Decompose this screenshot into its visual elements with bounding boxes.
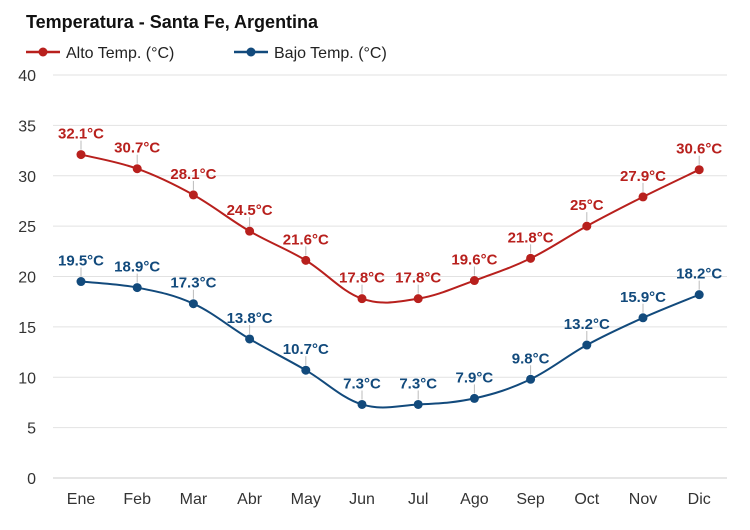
data-label: 17.3°C — [170, 275, 216, 292]
data-point[interactable] — [638, 192, 648, 202]
data-label: 21.8°C — [508, 229, 554, 246]
data-point[interactable] — [526, 374, 536, 384]
data-label: 30.7°C — [114, 140, 160, 157]
legend-label-bajo: Bajo Temp. (°C) — [274, 45, 387, 62]
data-label: 17.8°C — [395, 270, 441, 287]
x-tick-label: Ago — [460, 491, 489, 508]
data-point[interactable] — [301, 365, 311, 375]
y-tick-label: 35 — [18, 118, 36, 135]
data-label: 24.5°C — [227, 202, 273, 219]
data-label: 7.9°C — [456, 369, 494, 386]
y-tick-label: 5 — [27, 421, 36, 438]
x-tick-label: May — [291, 491, 321, 508]
data-label: 9.8°C — [512, 350, 550, 367]
data-label: 7.3°C — [399, 375, 437, 392]
data-point[interactable] — [469, 276, 479, 286]
data-label: 17.8°C — [339, 270, 385, 287]
data-point[interactable] — [638, 313, 648, 323]
y-tick-label: 15 — [18, 320, 36, 337]
x-tick-label: Jul — [408, 491, 428, 508]
data-point[interactable] — [526, 253, 536, 263]
data-label: 13.8°C — [227, 310, 273, 327]
x-tick-label: Mar — [180, 491, 208, 508]
y-tick-label: 0 — [27, 471, 36, 488]
y-tick-label: 10 — [18, 370, 36, 387]
x-tick-label: Abr — [237, 491, 263, 508]
data-point[interactable] — [469, 393, 479, 403]
data-point[interactable] — [694, 165, 704, 175]
x-tick-label: Dic — [688, 491, 711, 508]
data-point[interactable] — [188, 299, 198, 309]
data-point[interactable] — [357, 294, 367, 304]
x-tick-label: Feb — [123, 491, 151, 508]
x-tick-label: Jun — [349, 491, 375, 508]
data-label: 30.6°C — [676, 141, 722, 158]
x-tick-label: Oct — [574, 491, 599, 508]
x-tick-label: Nov — [629, 491, 657, 508]
data-point[interactable] — [582, 221, 592, 231]
series-layer: 32.1°C 30.7°C 28.1°C 24.5°C 21.6°C 17.8°C 17.8… — [58, 126, 722, 409]
y-axis-ticks: 0 5 10 15 20 25 30 35 40 — [18, 68, 36, 488]
series-alto: 32.1°C 30.7°C 28.1°C 24.5°C 21.6°C 17.8°C 17.8… — [58, 126, 722, 304]
data-label: 28.1°C — [170, 166, 216, 183]
data-point[interactable] — [582, 340, 592, 350]
data-label: 13.2°C — [564, 316, 610, 333]
data-point[interactable] — [245, 334, 255, 344]
data-point[interactable] — [188, 190, 198, 200]
legend-swatch-alto-marker — [38, 47, 48, 57]
y-tick-label: 25 — [18, 219, 36, 236]
data-label: 19.5°C — [58, 253, 104, 270]
legend-swatch-bajo-marker — [246, 47, 256, 57]
data-label: 7.3°C — [343, 375, 381, 392]
x-tick-label: Ene — [67, 491, 96, 508]
legend-item-bajo[interactable]: Bajo Temp. (°C) — [234, 45, 387, 62]
data-point[interactable] — [76, 150, 86, 160]
legend: Alto Temp. (°C) Bajo Temp. (°C) — [26, 45, 387, 62]
data-point[interactable] — [413, 294, 423, 304]
x-axis-ticks: Ene Feb Mar Abr May Jun Jul Ago Sep Oct Nov Dic — [67, 491, 711, 508]
chart-title: Temperatura - Santa Fe, Argentina — [26, 12, 319, 32]
data-point[interactable] — [76, 277, 86, 287]
data-label: 21.6°C — [283, 231, 329, 248]
x-tick-label: Sep — [516, 491, 545, 508]
data-label: 19.6°C — [451, 252, 497, 269]
data-point[interactable] — [132, 164, 142, 174]
data-label: 10.7°C — [283, 341, 329, 358]
y-tick-label: 20 — [18, 270, 36, 287]
series-line — [80, 280, 700, 409]
legend-label-alto: Alto Temp. (°C) — [66, 45, 174, 62]
data-label: 27.9°C — [620, 168, 666, 185]
data-point[interactable] — [132, 283, 142, 293]
data-label: 25°C — [570, 197, 604, 214]
y-tick-label: 30 — [18, 169, 36, 186]
grid — [53, 74, 727, 479]
data-point[interactable] — [694, 290, 704, 300]
data-label: 32.1°C — [58, 126, 104, 143]
series-bajo: 19.5°C 18.9°C 17.3°C 13.8°C 10.7°C 7.3°C 7.3°C… — [58, 253, 722, 409]
y-tick-label: 40 — [18, 68, 36, 85]
data-label: 18.2°C — [676, 266, 722, 283]
data-label: 18.9°C — [114, 259, 160, 276]
legend-item-alto[interactable]: Alto Temp. (°C) — [26, 45, 174, 62]
data-label: 15.9°C — [620, 289, 666, 306]
data-point[interactable] — [245, 226, 255, 236]
data-point[interactable] — [301, 255, 311, 265]
data-point[interactable] — [413, 399, 423, 409]
data-point[interactable] — [357, 399, 367, 409]
